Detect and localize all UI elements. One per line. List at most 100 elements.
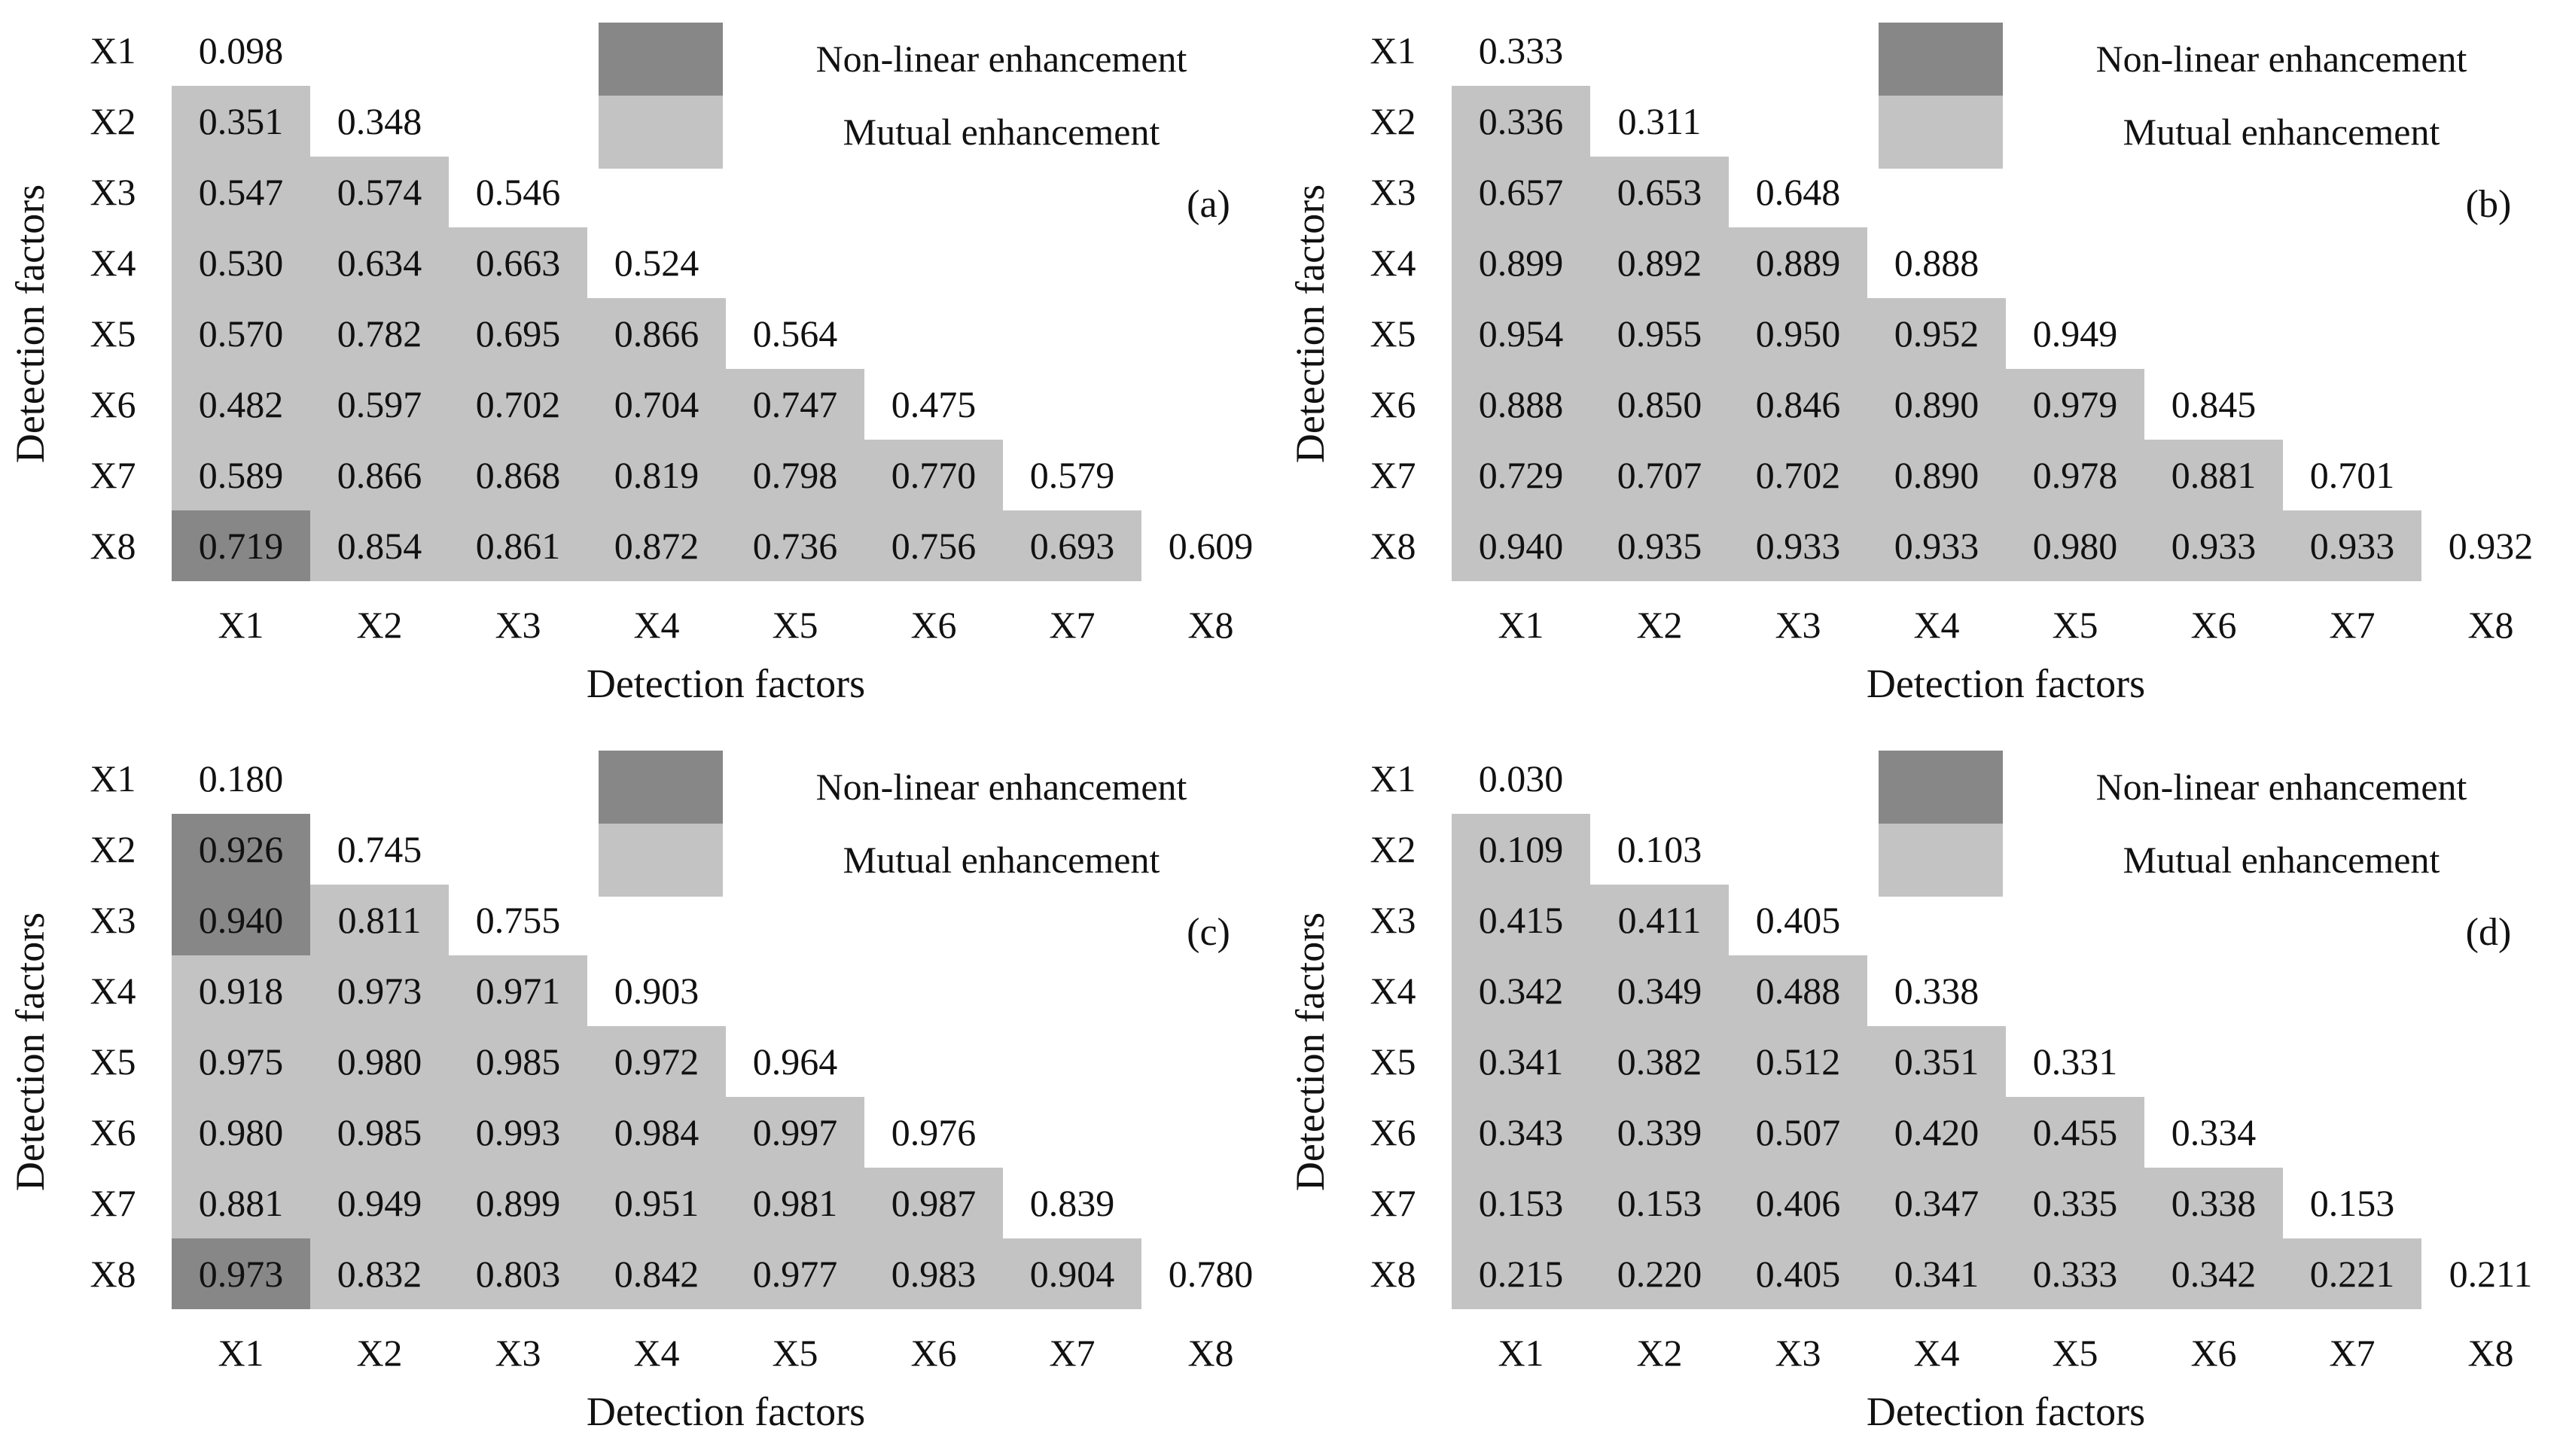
y-tick-label-X5: X5: [1370, 312, 1416, 355]
y-axis-title: Detection factors: [1288, 184, 1333, 464]
cell-X2-X2: 0.745: [337, 828, 422, 870]
y-tick-label-X8: X8: [1370, 1253, 1416, 1295]
y-tick-label-X4: X4: [90, 242, 136, 284]
mutual-enhancement-band: [1452, 510, 2421, 581]
cell-X7-X2: 0.707: [1617, 454, 1702, 496]
cell-X8-X2: 0.220: [1617, 1253, 1702, 1295]
cell-X3-X2: 0.574: [337, 171, 422, 213]
x-tick-label-X1: X1: [1498, 604, 1544, 646]
legend-label-mutual-enhancement: Mutual enhancement: [2123, 839, 2440, 881]
mutual-enhancement-band: [1452, 885, 1729, 955]
cell-X8-X7: 0.933: [2309, 525, 2395, 567]
cell-X6-X3: 0.507: [1755, 1111, 1841, 1153]
y-tick-label-X7: X7: [90, 454, 136, 496]
cell-X8-X6: 0.933: [2171, 525, 2257, 567]
cell-X7-X1: 0.153: [1478, 1182, 1564, 1224]
x-tick-label-X3: X3: [495, 604, 541, 646]
cell-X6-X2: 0.339: [1617, 1111, 1702, 1153]
cell-X7-X4: 0.819: [614, 454, 699, 496]
cell-X6-X6: 0.475: [891, 383, 977, 425]
x-tick-label-X4: X4: [633, 1332, 680, 1374]
cell-X8-X7: 0.693: [1029, 525, 1115, 567]
x-tick-label-X3: X3: [1775, 1332, 1821, 1374]
cell-X2-X2: 0.311: [1617, 100, 1702, 142]
y-tick-label-X3: X3: [1370, 171, 1416, 213]
panel-a: Detection factors X1 0.098 X1 X2 0.351 0.348 X2…: [0, 0, 1280, 728]
mutual-enhancement-band: [1452, 1097, 2144, 1168]
x-tick-label-X7: X7: [1049, 604, 1096, 646]
cell-X1-X1: 0.098: [198, 29, 284, 72]
cell-X7-X7: 0.153: [2309, 1182, 2395, 1224]
cell-X3-X1: 0.657: [1478, 171, 1564, 213]
cell-X4-X4: 0.524: [614, 242, 699, 284]
cell-X8-X5: 0.980: [2032, 525, 2118, 567]
panel-c: Detection factors X1 0.180 X1 X2 0.926 0.745 X2…: [0, 728, 1280, 1456]
cell-X8-X2: 0.935: [1617, 525, 1702, 567]
cell-X8-X5: 0.333: [2032, 1253, 2118, 1295]
mutual-enhancement-band: [1452, 227, 1867, 298]
legend-label-nonlinear-enhancement: Non-linear enhancement: [2095, 766, 2467, 808]
cell-X8-X3: 0.861: [475, 525, 561, 567]
panel-letter-a: (a): [1187, 183, 1230, 226]
cell-X3-X1: 0.547: [198, 171, 284, 213]
cell-X7-X6: 0.987: [891, 1182, 977, 1224]
cell-X7-X1: 0.729: [1478, 454, 1564, 496]
legend-swatch-mutual-enhancement: [1879, 96, 2003, 169]
cell-X6-X6: 0.976: [891, 1111, 977, 1153]
legend-swatch-nonlinear-enhancement: [1879, 23, 2003, 96]
mutual-enhancement-band: [1452, 157, 1729, 227]
cell-X4-X1: 0.530: [198, 242, 284, 284]
cell-X3-X2: 0.653: [1617, 171, 1702, 213]
cell-X4-X4: 0.903: [614, 970, 699, 1012]
cell-X8-X1: 0.973: [198, 1253, 284, 1295]
legend-label-nonlinear-enhancement: Non-linear enhancement: [2095, 38, 2467, 80]
y-tick-label-X1: X1: [90, 757, 136, 800]
x-axis-title: Detection factors: [1866, 661, 2146, 706]
y-tick-label-X4: X4: [1370, 970, 1416, 1012]
y-tick-label-X8: X8: [90, 1253, 136, 1295]
cell-X5-X4: 0.351: [1894, 1040, 1979, 1083]
cell-X7-X7: 0.839: [1029, 1182, 1115, 1224]
cell-X7-X5: 0.335: [2032, 1182, 2118, 1224]
x-tick-label-X3: X3: [495, 1332, 541, 1374]
cell-X4-X2: 0.973: [337, 970, 422, 1012]
cell-X3-X3: 0.648: [1755, 171, 1841, 213]
legend-swatch-nonlinear-enhancement: [1879, 751, 2003, 824]
cell-X6-X2: 0.985: [337, 1111, 422, 1153]
x-tick-label-X1: X1: [218, 604, 264, 646]
y-axis-title: Detection factors: [1288, 912, 1333, 1192]
x-tick-label-X1: X1: [218, 1332, 264, 1374]
cell-X7-X1: 0.589: [198, 454, 284, 496]
cell-X6-X4: 0.704: [614, 383, 699, 425]
cell-X7-X2: 0.153: [1617, 1182, 1702, 1224]
cell-X4-X1: 0.918: [198, 970, 284, 1012]
cell-X5-X1: 0.954: [1478, 312, 1564, 355]
mutual-enhancement-band: [172, 157, 449, 227]
cell-X7-X5: 0.798: [752, 454, 838, 496]
cell-X8-X1: 0.215: [1478, 1253, 1564, 1295]
x-tick-label-X2: X2: [1636, 604, 1683, 646]
cell-X8-X3: 0.933: [1755, 525, 1841, 567]
cell-X8-X7: 0.221: [2309, 1253, 2395, 1295]
cell-X6-X3: 0.702: [475, 383, 561, 425]
panel-letter-c: (c): [1187, 911, 1230, 954]
cell-X6-X6: 0.845: [2171, 383, 2257, 425]
cell-X8-X4: 0.341: [1894, 1253, 1979, 1295]
mutual-enhancement-band: [1452, 298, 2006, 369]
cell-X4-X3: 0.488: [1755, 970, 1841, 1012]
cell-X8-X5: 0.736: [752, 525, 838, 567]
x-tick-label-X8: X8: [1187, 1332, 1234, 1374]
legend-swatch-mutual-enhancement: [1879, 824, 2003, 897]
y-tick-label-X1: X1: [1370, 29, 1416, 72]
cell-X6-X4: 0.984: [614, 1111, 699, 1153]
cell-X8-X1: 0.940: [1478, 525, 1564, 567]
y-tick-label-X6: X6: [90, 383, 136, 425]
cell-X1-X1: 0.333: [1478, 29, 1564, 72]
cell-X8-X4: 0.842: [614, 1253, 699, 1295]
cell-X7-X4: 0.951: [614, 1182, 699, 1224]
x-tick-label-X2: X2: [356, 1332, 403, 1374]
mutual-enhancement-band: [172, 1168, 1003, 1238]
cell-X1-X1: 0.180: [198, 757, 284, 800]
cell-X2-X1: 0.926: [198, 828, 284, 870]
legend-swatch-mutual-enhancement: [599, 824, 723, 897]
